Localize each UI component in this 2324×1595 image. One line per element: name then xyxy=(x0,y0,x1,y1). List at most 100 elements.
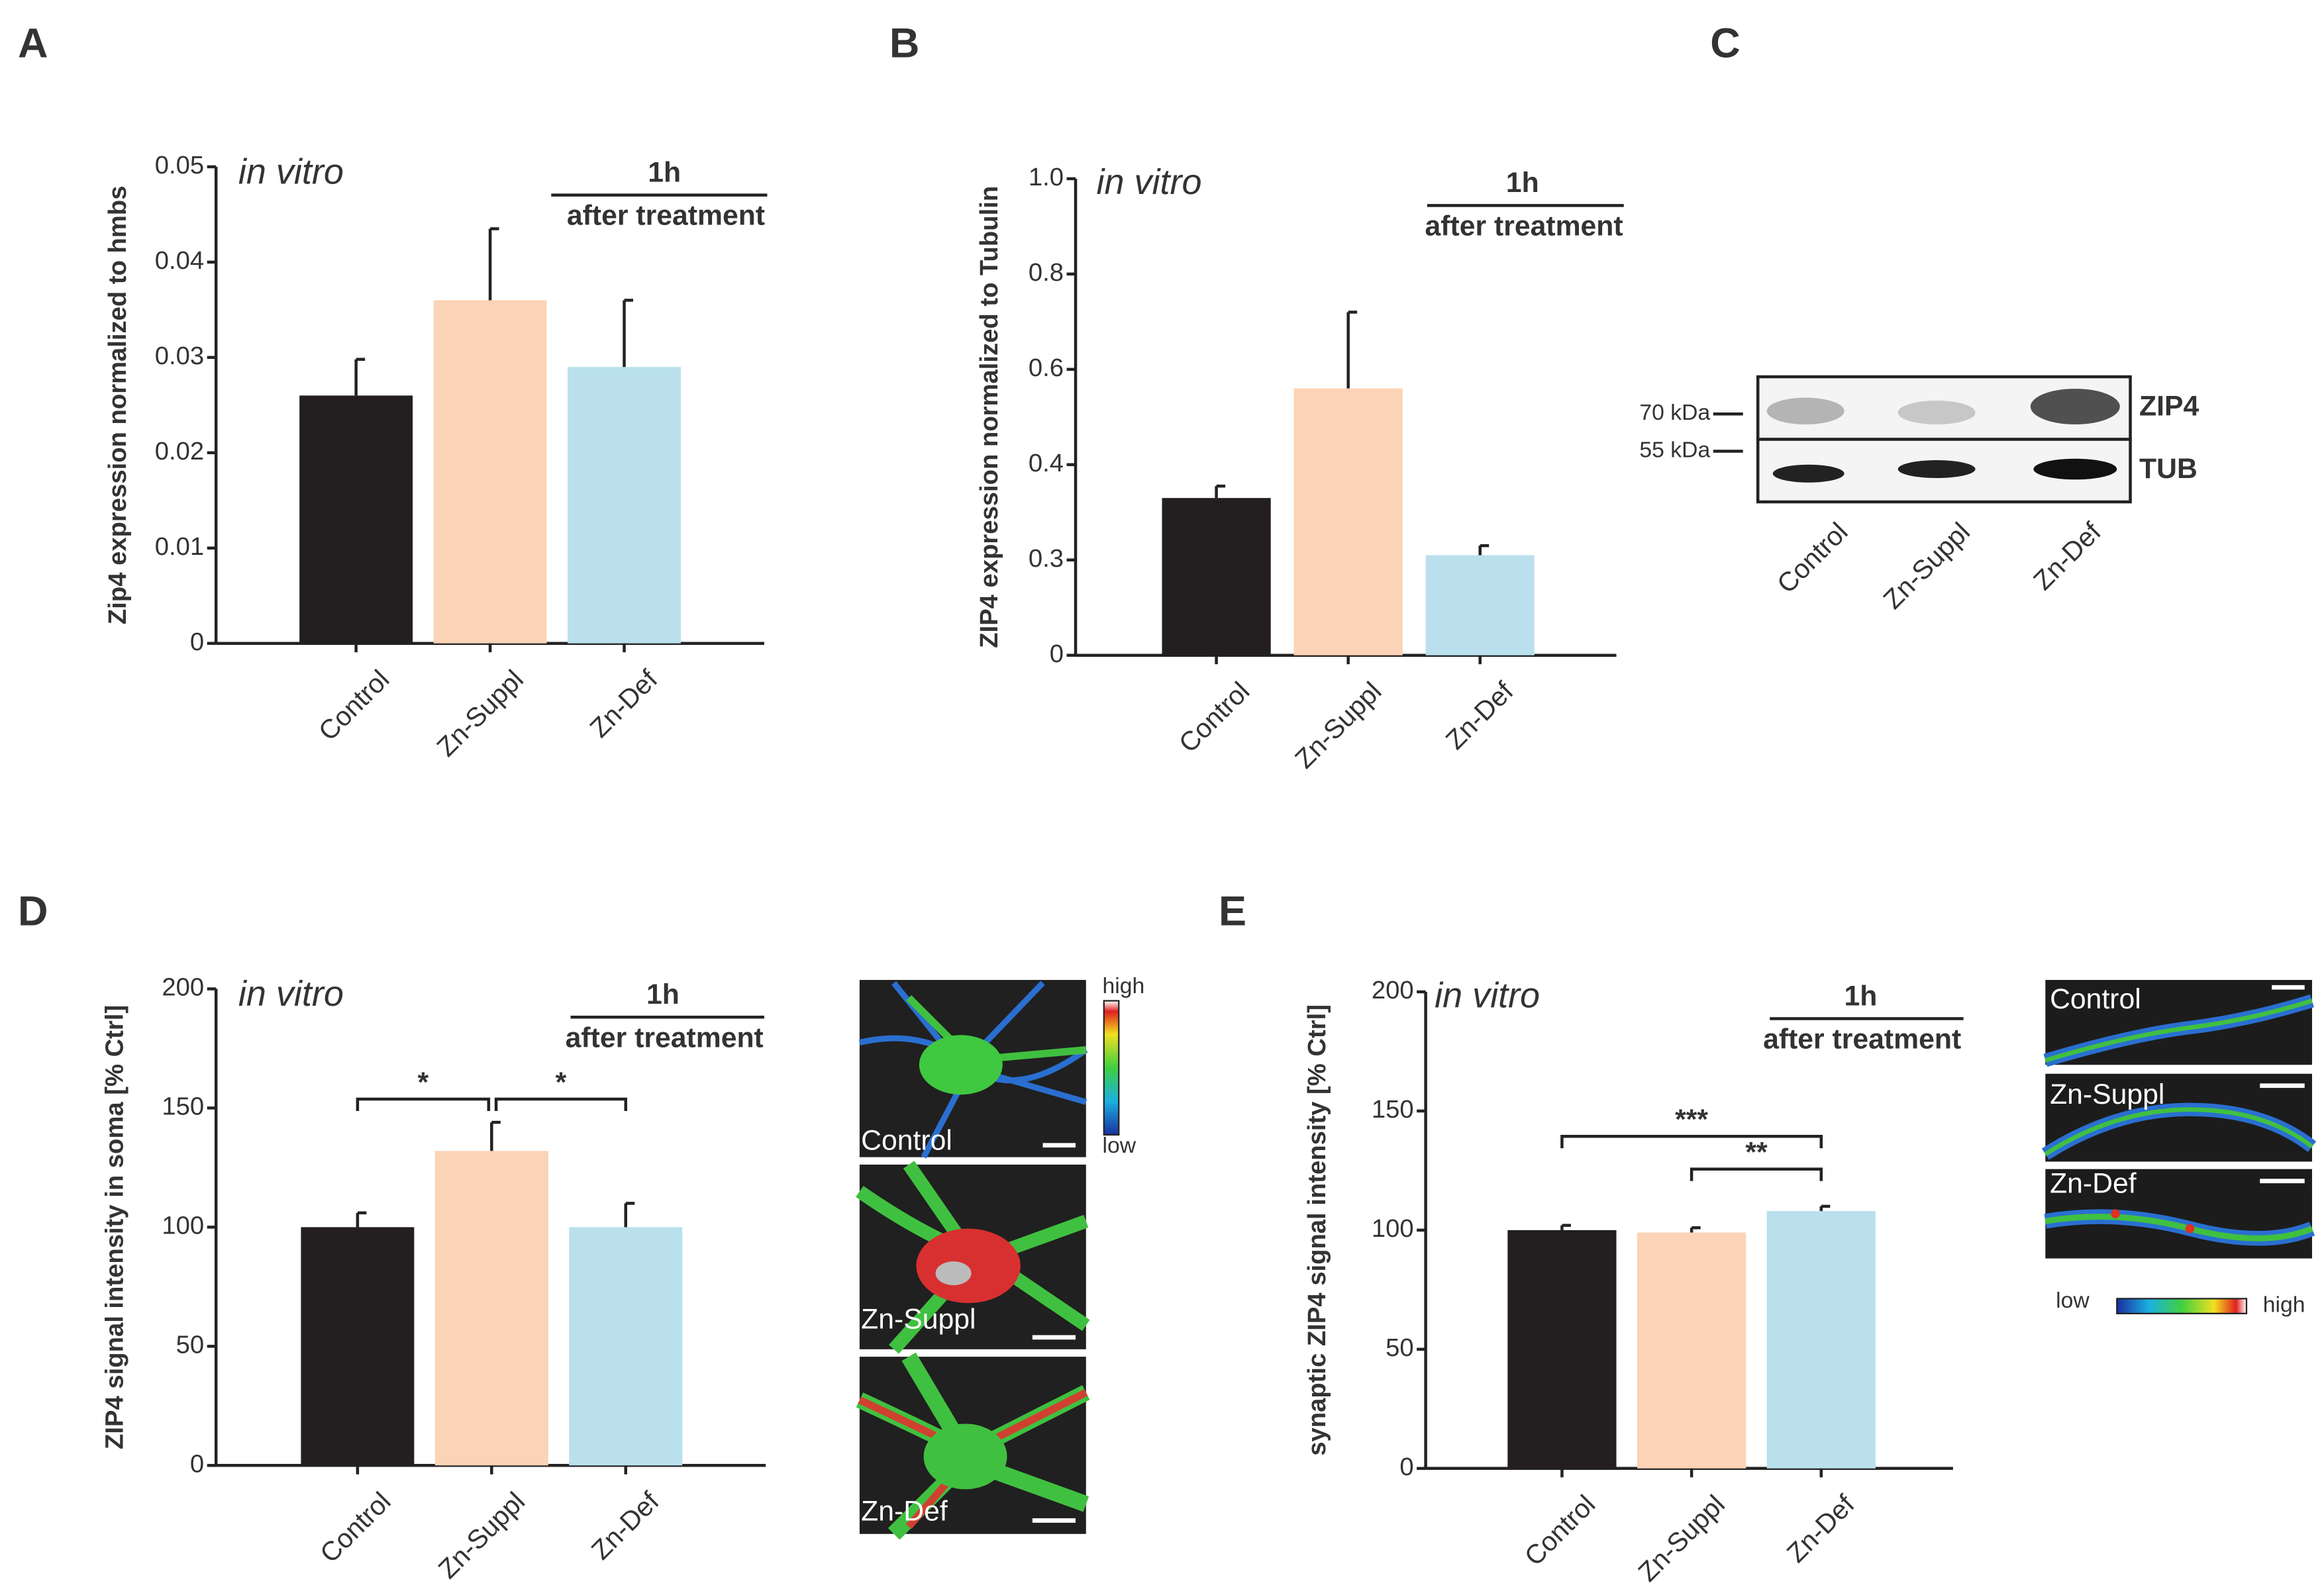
time-label: 1h xyxy=(1844,980,1877,1012)
colorbar-label: low xyxy=(2056,1288,2090,1313)
time-note: after treatment xyxy=(567,200,765,232)
significance-label: *** xyxy=(1675,1104,1708,1136)
bar xyxy=(568,367,681,644)
bar xyxy=(569,1227,683,1466)
image-label: Zn-Suppl xyxy=(2050,1079,2164,1110)
bar xyxy=(1637,1232,1746,1469)
band xyxy=(1897,460,1976,479)
y-tick-label: 0.04 xyxy=(155,246,204,275)
y-tick-label: 0.8 xyxy=(1029,258,1064,287)
bar xyxy=(1162,498,1271,655)
significance-bracket xyxy=(1690,1167,1823,1181)
time-label: 1h xyxy=(1506,167,1539,199)
x-tick-label: Zn-Def xyxy=(583,663,664,744)
y-tick-label: 0.03 xyxy=(155,342,204,370)
y-axis-label: Zip4 expression normalized to hmbs xyxy=(103,186,132,625)
y-tick-label: 1.0 xyxy=(1029,163,1064,191)
colorbar-label: low xyxy=(1103,1133,1137,1158)
annotation: in vitro xyxy=(1097,162,1202,202)
y-tick-label: 150 xyxy=(162,1092,204,1121)
bar xyxy=(434,1151,548,1466)
y-tick-label: 0.3 xyxy=(1029,544,1064,573)
colorbar-label: high xyxy=(2263,1292,2305,1318)
x-tick-label: Zn-Def xyxy=(585,1486,666,1566)
x-tick-label: Zn-Suppl xyxy=(432,1486,531,1584)
annotation: in vitro xyxy=(238,152,344,191)
y-axis-label: synaptic ZIP4 signal intensity [% Ctrl] xyxy=(1303,1004,1331,1456)
band xyxy=(1772,464,1844,483)
y-tick-label: 150 xyxy=(1372,1095,1414,1124)
lane-label: Zn-Def xyxy=(2027,516,2107,596)
x-tick-label: Zn-Def xyxy=(1781,1488,1861,1569)
bar xyxy=(1293,388,1403,655)
band xyxy=(1766,397,1844,425)
bar xyxy=(433,300,547,644)
y-tick-label: 50 xyxy=(1386,1333,1414,1362)
y-tick-label: 0 xyxy=(1399,1453,1413,1481)
bar xyxy=(299,395,413,644)
image-label: Control xyxy=(2050,983,2141,1015)
x-tick-label: Zn-Suppl xyxy=(1632,1489,1731,1588)
image-label: Control xyxy=(861,1124,952,1156)
band-label: ZIP4 xyxy=(2139,391,2199,422)
marker-label: 55 kDa xyxy=(1639,437,1710,462)
significance-bracket xyxy=(356,1097,491,1111)
time-label: 1h xyxy=(646,979,680,1010)
micrographs-d xyxy=(856,980,1120,1540)
lane-label: Zn-Suppl xyxy=(1877,516,1976,615)
y-tick-label: 0.4 xyxy=(1029,449,1064,477)
y-tick-label: 100 xyxy=(1372,1214,1414,1243)
significance-label: ** xyxy=(1745,1136,1768,1168)
y-tick-label: 0.05 xyxy=(155,151,204,179)
y-tick-label: 0.01 xyxy=(155,532,204,561)
band xyxy=(2030,389,2120,425)
y-tick-label: 200 xyxy=(162,973,204,1002)
y-tick-label: 100 xyxy=(162,1212,204,1240)
time-label: 1h xyxy=(648,156,681,188)
significance-label: * xyxy=(418,1067,429,1098)
panel-letter: A xyxy=(18,20,48,66)
annotation: in vitro xyxy=(238,974,344,1014)
bar xyxy=(301,1227,415,1466)
y-tick-label: 0 xyxy=(190,628,204,656)
lane-label: Control xyxy=(1771,516,1854,599)
significance-label: * xyxy=(556,1067,567,1098)
colorbar-label: high xyxy=(1103,973,1145,998)
time-note: after treatment xyxy=(1763,1024,1961,1055)
x-tick-label: Zn-Def xyxy=(1440,675,1520,755)
y-axis-label: ZIP4 signal intensity in soma [% Ctrl] xyxy=(101,1005,129,1449)
significance-bracket xyxy=(1560,1134,1823,1149)
panel-letter: D xyxy=(18,889,48,935)
y-tick-label: 0 xyxy=(190,1449,204,1478)
bar xyxy=(1425,555,1535,655)
significance-bracket xyxy=(494,1097,628,1111)
band xyxy=(1897,401,1976,425)
panel-letter: B xyxy=(889,20,919,66)
panel-letter: E xyxy=(1219,889,1246,935)
micrographs-e xyxy=(2041,980,2317,1315)
band xyxy=(2033,458,2117,480)
bar xyxy=(1766,1211,1876,1469)
x-tick-label: Zn-Suppl xyxy=(430,664,529,763)
y-tick-label: 50 xyxy=(176,1330,205,1359)
panel-letter: C xyxy=(1710,20,1740,66)
image-label: Zn-Def xyxy=(2050,1168,2137,1200)
marker-label: 70 kDa xyxy=(1639,400,1710,425)
annotation: in vitro xyxy=(1435,975,1540,1015)
colorbar xyxy=(1103,1000,1120,1136)
time-note: after treatment xyxy=(1425,210,1623,242)
image-label: Zn-Suppl xyxy=(861,1303,976,1335)
y-tick-label: 0.02 xyxy=(155,437,204,465)
x-tick-label: Control xyxy=(1519,1489,1601,1572)
x-tick-label: Control xyxy=(1173,676,1256,759)
x-tick-label: Zn-Suppl xyxy=(1289,676,1388,775)
colorbar xyxy=(2116,1298,2248,1315)
x-tick-label: Control xyxy=(313,664,395,747)
image-label: Zn-Def xyxy=(861,1496,948,1527)
y-axis-label: ZIP4 expression normalized to Tubulin xyxy=(975,186,1003,648)
y-tick-label: 0 xyxy=(1050,640,1064,668)
time-note: after treatment xyxy=(566,1022,764,1053)
bar xyxy=(1507,1230,1617,1469)
y-tick-label: 200 xyxy=(1372,976,1414,1004)
